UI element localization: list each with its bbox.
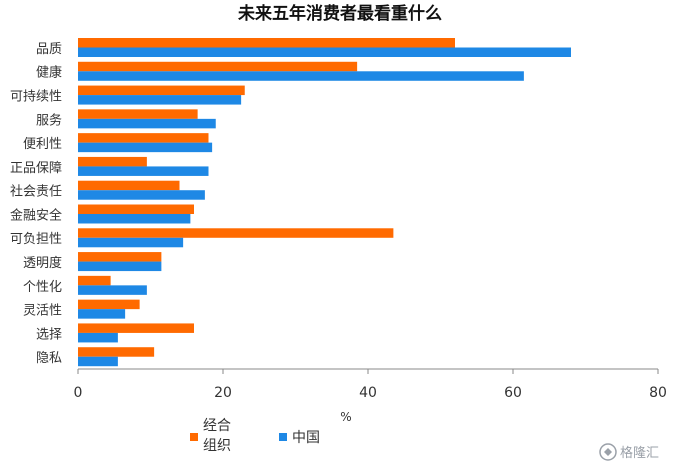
bars-group [78, 38, 571, 367]
legend-label-oecd-line1: 经合 [203, 418, 231, 434]
x-axis-ticks: 0 20 40 60 80 [74, 369, 667, 401]
category-label: 金融安全 [10, 207, 62, 223]
bar-china-2 [78, 95, 242, 105]
bar-oecd-7 [78, 204, 194, 214]
bar-china-13 [78, 356, 118, 367]
bar-oecd-12 [78, 323, 194, 333]
bar-china-7 [78, 214, 191, 224]
category-label: 灵活性 [23, 304, 62, 319]
watermark-logo-mark-icon [604, 448, 612, 456]
category-label: 透明度 [23, 255, 62, 271]
bar-china-4 [78, 142, 213, 153]
x-axis-unit: % [340, 410, 351, 424]
category-label: 可负担性 [10, 232, 62, 247]
bar-oecd-9 [78, 252, 162, 262]
x-tick-label: 40 [359, 385, 377, 401]
bar-china-8 [78, 237, 184, 248]
category-label: 选择 [36, 327, 62, 342]
legend: 经合 组织 中国 [190, 418, 320, 454]
category-label: 正品保障 [10, 161, 62, 176]
bar-china-3 [78, 118, 216, 129]
bar-china-9 [78, 261, 162, 272]
bar-china-10 [78, 285, 147, 295]
category-label: 隐私 [36, 351, 62, 366]
legend-label-china: 中国 [292, 430, 320, 446]
legend-swatch-china [279, 433, 287, 441]
x-tick-label: 0 [74, 385, 83, 401]
bar-china-0 [78, 47, 571, 57]
bar-oecd-4 [78, 133, 209, 143]
bar-china-12 [78, 332, 118, 343]
bar-oecd-1 [78, 61, 358, 72]
watermark: 格隆汇 [599, 443, 659, 461]
category-label: 健康 [36, 65, 62, 81]
x-tick-label: 20 [214, 385, 232, 401]
category-label: 便利性 [23, 137, 62, 152]
x-tick-label: 80 [649, 385, 667, 401]
bar-oecd-8 [78, 228, 394, 238]
bar-oecd-11 [78, 299, 140, 310]
category-label: 品质 [36, 42, 62, 57]
bar-china-5 [78, 166, 209, 176]
category-label: 社会责任 [10, 184, 62, 200]
bar-oecd-10 [78, 275, 111, 286]
bar-oecd-2 [78, 85, 245, 96]
legend-label-oecd-line2: 组织 [203, 438, 231, 454]
bar-china-11 [78, 309, 126, 319]
watermark-text: 格隆汇 [620, 445, 659, 461]
bar-oecd-6 [78, 180, 180, 191]
category-label: 可持续性 [10, 89, 62, 104]
bar-oecd-13 [78, 347, 155, 357]
x-tick-label: 60 [504, 385, 522, 401]
bar-oecd-0 [78, 38, 455, 48]
legend-swatch-oecd [190, 433, 198, 441]
category-label: 个性化 [23, 280, 62, 295]
category-label: 服务 [36, 112, 62, 128]
category-labels: 品质健康可持续性服务便利性正品保障社会责任金融安全可负担性透明度个性化灵活性选择… [10, 42, 62, 366]
chart-title: 未来五年消费者最看重什么 [237, 3, 442, 24]
bar-oecd-5 [78, 156, 147, 167]
bar-china-6 [78, 190, 205, 200]
bar-oecd-3 [78, 109, 198, 119]
watermark-logo-icon [599, 443, 617, 461]
bar-china-1 [78, 71, 524, 81]
